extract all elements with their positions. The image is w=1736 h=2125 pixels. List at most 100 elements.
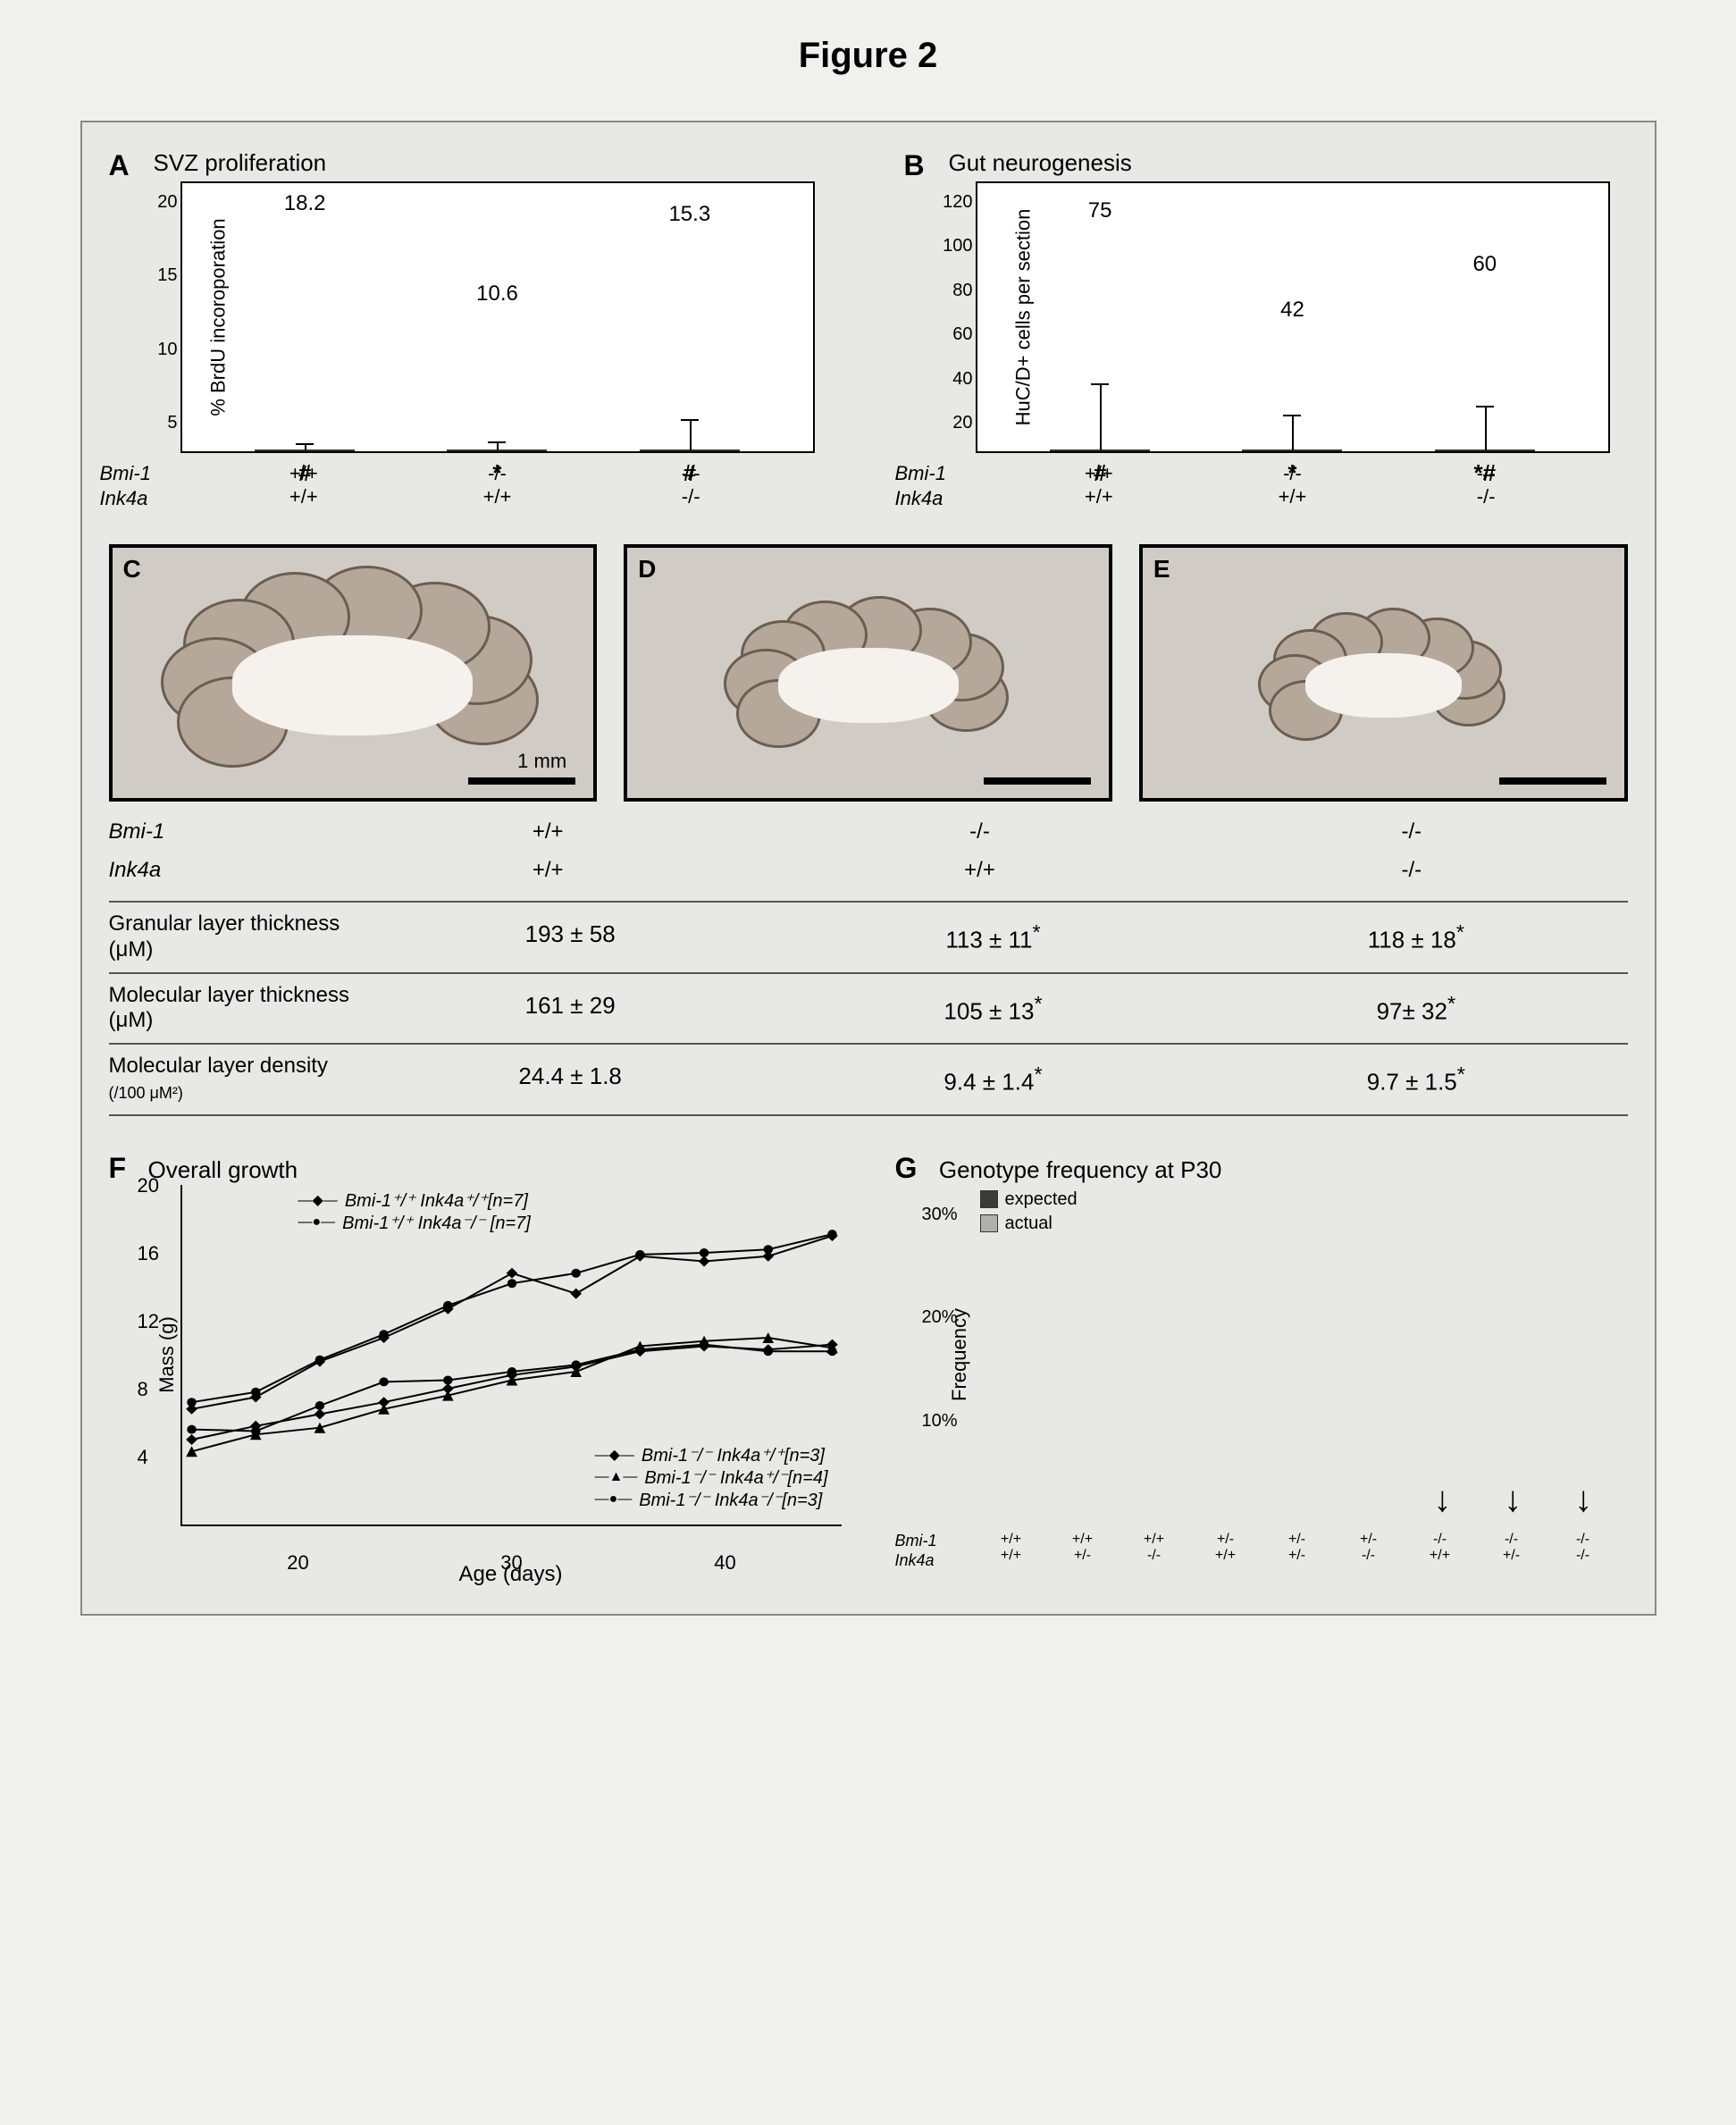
- cde-gene2-vals: +/++/+-/-: [332, 858, 1628, 883]
- genotype-g1: +/+: [1123, 1532, 1186, 1548]
- error-cap: [1091, 383, 1109, 385]
- panel-g-label: G: [895, 1152, 918, 1184]
- marker-circle: [507, 1279, 516, 1288]
- panel-f: F Overall growth Mass (g) —◆—Bmi-1⁺/⁺ In…: [109, 1152, 842, 1587]
- legend-text: Bmi-1⁺/⁺ Ink4a⁻/⁻ [n=7]: [342, 1212, 531, 1234]
- genotype-val: +/+: [332, 819, 764, 844]
- cerebellum-core: [778, 648, 959, 723]
- legend-text: Bmi-1⁻/⁻ Ink4a⁺/⁻[n=4]: [644, 1466, 827, 1489]
- genotype-val: -/-: [1195, 819, 1627, 844]
- y-tick: 10%: [922, 1411, 958, 1432]
- panel-f-label: F: [109, 1152, 127, 1184]
- panel-f-legend-top: —◆—Bmi-1⁺/⁺ Ink4a⁺/⁺[n=7]—●—Bmi-1⁺/⁺ Ink…: [298, 1189, 531, 1234]
- genotype-g1: -/-: [443, 462, 550, 485]
- table-row: Molecular layer thickness (μM)161 ± 2910…: [109, 972, 1628, 1044]
- bar-value-label: 60: [1472, 252, 1497, 277]
- marker-diamond: [314, 1408, 325, 1419]
- error-cap: [1476, 406, 1494, 407]
- panel-g: G Genotype frequency at P30 Frequency ex…: [895, 1152, 1628, 1587]
- x-tick: 30: [500, 1551, 522, 1575]
- panel-g-legend: expectedactual: [980, 1189, 1078, 1238]
- y-tick: 20: [138, 1174, 159, 1197]
- y-tick: 12: [138, 1310, 159, 1333]
- y-tick: 16: [138, 1242, 159, 1265]
- panel-a-xlabels: +/++/+-/-+/+-/--/-: [180, 462, 815, 508]
- marker-circle: [507, 1367, 516, 1376]
- histology-panel: E: [1139, 544, 1628, 802]
- panel-a-ylabel: % BrdU incoroporation: [206, 218, 230, 416]
- x-tick: 20: [287, 1551, 308, 1575]
- panel-f-legend-bottom: —◆—Bmi-1⁻/⁻ Ink4a⁺/⁺[n=3]—▲—Bmi-1⁻/⁻ Ink…: [595, 1444, 828, 1511]
- table-row: Granular layer thickness (μM)193 ± 58113…: [109, 901, 1628, 972]
- genotype-col: +/-+/-: [1266, 1532, 1329, 1564]
- measurements-table: Granular layer thickness (μM)193 ± 58113…: [109, 901, 1628, 1116]
- panel-b-chart: HuC/D+ cells per section 12010080604020 …: [976, 181, 1610, 453]
- y-tick: 5: [147, 413, 178, 433]
- legend-color-box: [980, 1190, 998, 1208]
- bar: #: [1050, 449, 1150, 451]
- y-tick: 20: [147, 192, 178, 213]
- marker-circle: [827, 1230, 837, 1239]
- arrow-down-icon: ↓: [1504, 1480, 1522, 1520]
- cerebellum-core: [1305, 653, 1462, 718]
- error-cap: [488, 441, 506, 443]
- error-cap: [1283, 415, 1301, 416]
- panel-b: B Gut neurogenesis HuC/D+ cells per sect…: [904, 149, 1628, 508]
- genotype-col: +/++/+: [1045, 462, 1153, 508]
- bar-value-label: 18.2: [284, 191, 326, 216]
- legend-marker-icon: —●—: [298, 1214, 336, 1230]
- cde-gene1-label: Bmi-1: [109, 819, 332, 844]
- marker-triangle: [186, 1446, 197, 1457]
- row-cde: C1 mmDE: [109, 544, 1628, 802]
- legend-item: —◆—Bmi-1⁻/⁻ Ink4a⁺/⁺[n=3]: [595, 1444, 828, 1466]
- marker-diamond: [186, 1434, 197, 1445]
- y-tick: 120: [942, 192, 973, 213]
- legend-text: actual: [1005, 1214, 1053, 1234]
- genotype-g1: +/-: [1266, 1532, 1329, 1548]
- bar-group: 18.2#: [251, 449, 358, 451]
- genotype-g2: -/-: [1123, 1548, 1186, 1564]
- marker-circle: [571, 1269, 581, 1278]
- table-row-vals: 161 ± 29105 ± 13*97± 32*: [359, 992, 1628, 1026]
- genotype-col: +/+-/-: [1123, 1532, 1186, 1564]
- y-tick: 80: [942, 281, 973, 301]
- bar-group: 60*#: [1431, 449, 1539, 451]
- table-cell: 9.4 ± 1.4*: [782, 1062, 1204, 1096]
- genotype-col: -/-+/+: [1409, 1532, 1472, 1564]
- marker-circle: [763, 1347, 773, 1356]
- bar-value-label: 10.6: [476, 281, 518, 307]
- legend-text: Bmi-1⁻/⁻ Ink4a⁺/⁺[n=3]: [642, 1444, 825, 1466]
- cde-gene1-vals: +/+-/--/-: [332, 819, 1628, 844]
- panel-a-label: A: [109, 149, 130, 182]
- error-bar: [1292, 415, 1294, 450]
- genotype-g2: +/-: [1480, 1548, 1543, 1564]
- genotype-g2: -/-: [1432, 485, 1539, 508]
- table-row-vals: 24.4 ± 1.89.4 ± 1.4*9.7 ± 1.5*: [359, 1062, 1628, 1096]
- scale-bar-text: 1 mm: [517, 750, 566, 773]
- bar: #: [255, 449, 355, 451]
- genotype-g2: +/+: [250, 485, 357, 508]
- marker-circle: [379, 1377, 389, 1386]
- y-tick: 8: [138, 1378, 148, 1401]
- bar-group: 15.3#: [636, 449, 743, 451]
- genotype-col: -/-+/-: [1480, 1532, 1543, 1564]
- legend-marker-icon: —▲—: [595, 1469, 638, 1485]
- genotype-col: -/--/-: [1552, 1532, 1614, 1564]
- bar: #: [640, 449, 740, 451]
- panel-g-chart: Frequency expectedactual 30%20%10% ↓↓↓: [967, 1185, 1628, 1524]
- marker-circle: [699, 1340, 709, 1348]
- panel-b-yticks: 12010080604020: [942, 183, 973, 451]
- marker-circle: [699, 1248, 709, 1257]
- scale-bar: [468, 777, 575, 785]
- error-bar: [1100, 383, 1102, 450]
- panel-a-chart: % BrdU incoroporation 2015105 18.2#10.6*…: [180, 181, 815, 453]
- genotype-val: +/+: [764, 858, 1195, 883]
- bar-value-label: 75: [1088, 198, 1112, 223]
- marker-diamond: [570, 1288, 582, 1298]
- gene-bmi1-a: Bmi-1: [100, 462, 151, 485]
- y-tick: 20%: [922, 1307, 958, 1328]
- table-cell: 105 ± 13*: [782, 992, 1204, 1026]
- bar-value-label: 42: [1280, 298, 1304, 323]
- genotype-g2: -/-: [1552, 1548, 1614, 1564]
- genotype-g2: -/-: [1338, 1548, 1400, 1564]
